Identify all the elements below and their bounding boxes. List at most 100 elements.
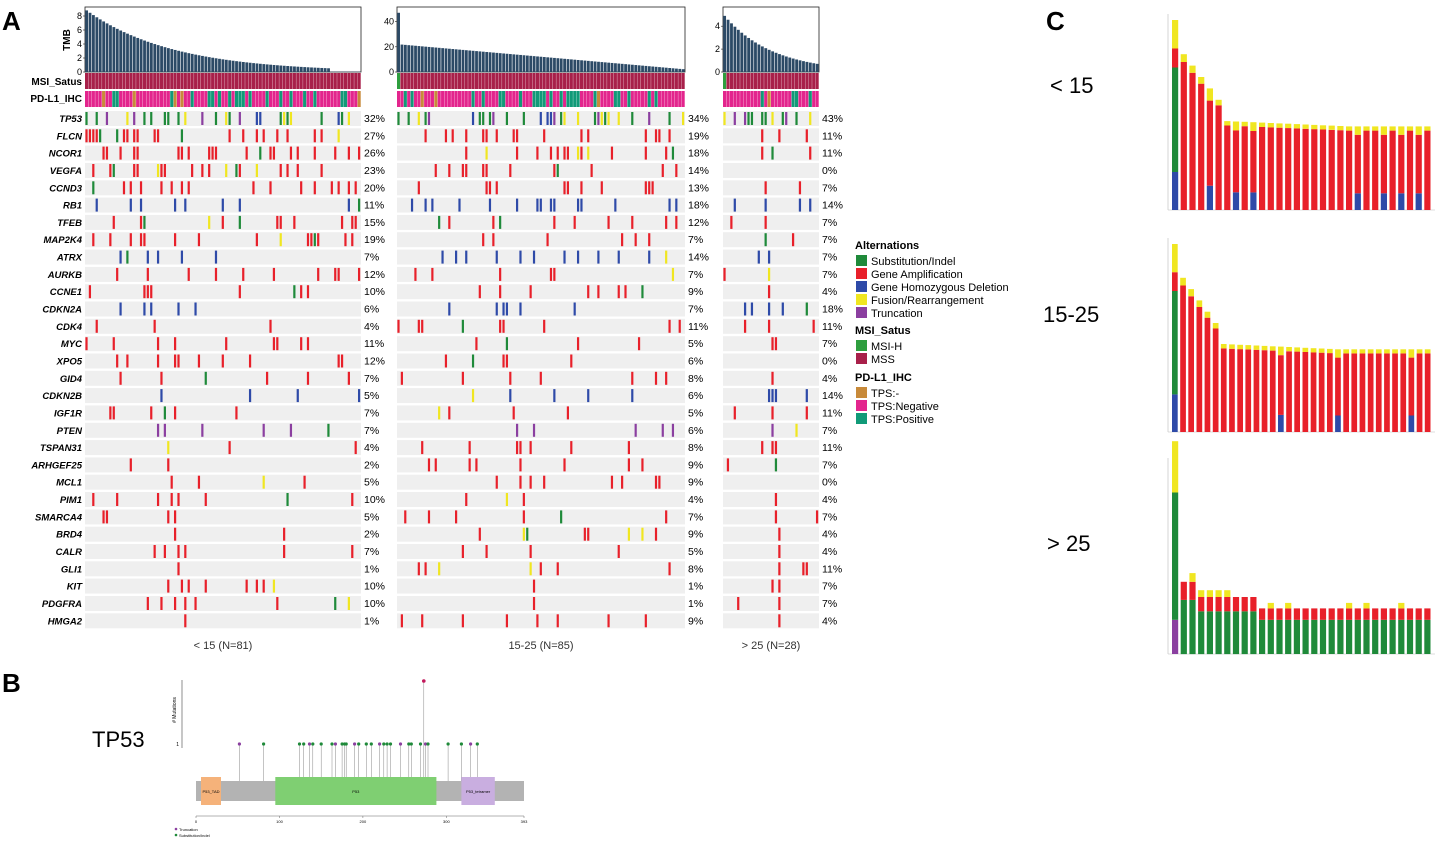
panel-c-bar-segment-amplification — [1363, 130, 1370, 210]
mutation-mark-deletion — [150, 302, 153, 316]
mutation-mark-deletion — [767, 302, 771, 316]
panel-c-group-label-3: > 25 — [1047, 531, 1090, 556]
mutation-mark-amplification — [529, 285, 532, 299]
alteration-percent: 11% — [822, 407, 842, 419]
alteration-percent: 1% — [688, 581, 703, 593]
tmb-bar — [812, 63, 816, 72]
alteration-percent: 23% — [364, 165, 385, 177]
panel-c-bar-segment-substitution — [1180, 599, 1187, 655]
lollipop-head-substitution — [409, 742, 413, 746]
tmb-bar — [105, 23, 109, 72]
mutation-mark-fusion — [272, 579, 276, 593]
panel-c-bar-segment-amplification — [1415, 134, 1422, 194]
alteration-percent: 11% — [364, 338, 384, 350]
panel-c-bar-segment-amplification — [1206, 597, 1213, 612]
tmb-axis-label: TMB — [62, 29, 73, 51]
mutation-mark-amplification — [197, 354, 201, 368]
tmb-bar — [231, 60, 235, 72]
msi-cell — [241, 73, 245, 89]
pdl1-cell — [647, 91, 651, 107]
mutation-mark-amplification — [421, 319, 424, 333]
alteration-percent: 2% — [364, 459, 379, 471]
panel-c-bar-segment-fusion — [1237, 344, 1243, 350]
msi-cell — [434, 73, 438, 89]
tmb-bar — [556, 58, 560, 72]
mutation-mark-amplification — [631, 215, 634, 229]
mutation-mark-amplification — [771, 579, 774, 593]
mutation-mark-deletion — [458, 198, 461, 212]
panel-c-bar-segment-amplification — [1224, 125, 1231, 210]
mutation-mark-amplification — [214, 146, 218, 160]
panel-c-bar-segment-fusion — [1212, 323, 1219, 329]
mutation-mark-amplification — [160, 181, 163, 195]
pdl1-cell — [187, 91, 191, 107]
legend-pdl1-swatch — [856, 387, 867, 398]
pdl1-cell — [200, 91, 204, 107]
tmb-bar — [610, 62, 614, 72]
tmb-bar — [471, 50, 475, 72]
tmb-y-tick: 0 — [77, 67, 82, 77]
tmb-bar — [723, 15, 727, 73]
mutation-mark-substitution — [488, 112, 492, 125]
msi-cell — [228, 73, 232, 89]
mutation-mark-amplification — [347, 146, 350, 160]
pdl1-cell — [410, 91, 414, 107]
tmb-bar — [798, 60, 802, 72]
gene-row-background — [723, 526, 819, 542]
tmb-bar — [434, 47, 438, 72]
panel-c-bar-segment-fusion — [1302, 124, 1309, 129]
mutation-mark-amplification — [668, 319, 671, 333]
mutation-mark-amplification — [146, 267, 149, 281]
mutation-mark-substitution — [204, 371, 207, 385]
pdl1-cell — [306, 91, 310, 107]
pdl1-cell — [337, 91, 341, 107]
mutation-mark-substitution — [313, 233, 316, 247]
pdl1-cell — [112, 91, 116, 107]
panel-c-bar-segment-fusion — [1189, 573, 1196, 582]
mutation-mark-substitution — [85, 112, 88, 125]
mutation-mark-amplification — [129, 181, 132, 195]
mutation-mark-amplification — [197, 475, 201, 489]
panel-c-bar-segment-amplification — [1189, 72, 1196, 210]
tmb-bar — [156, 45, 160, 72]
mutation-mark-amplification — [88, 129, 92, 143]
pdl1-cell — [282, 91, 286, 107]
legend-alteration-swatch — [856, 268, 867, 279]
tmb-bar — [153, 44, 157, 72]
mutation-mark-amplification — [522, 493, 525, 506]
pdl1-cell — [508, 91, 512, 107]
mutation-mark-substitution — [286, 112, 289, 125]
panel-c-bar-segment-deletion — [1232, 192, 1240, 210]
pdl1-cell — [481, 91, 485, 107]
tmb-bar — [248, 62, 252, 72]
mutation-mark-amplification — [627, 441, 630, 455]
msi-cell — [187, 73, 191, 89]
panel-c-bar-segment-substitution — [1424, 619, 1431, 654]
alteration-percent: 6% — [364, 304, 379, 316]
tmb-plot-frame — [722, 6, 820, 73]
gene-row-background — [723, 284, 819, 300]
mutation-mark-amplification — [499, 319, 502, 333]
mutation-mark-substitution — [461, 319, 464, 333]
panel-c-bar-segment-fusion — [1180, 54, 1187, 62]
mutation-mark-amplification — [276, 129, 279, 143]
alteration-percent: 0% — [822, 477, 837, 489]
panel-c-bar-segment-amplification — [1259, 608, 1266, 620]
mutation-mark-substitution — [99, 129, 102, 143]
tmb-bar — [600, 62, 604, 72]
msi-cell — [726, 73, 730, 89]
mutation-mark-amplification — [354, 181, 357, 195]
pdl1-cell — [549, 91, 553, 107]
pdl1-cell — [607, 91, 611, 107]
tmb-bar — [549, 57, 553, 72]
mutation-mark-substitution — [167, 112, 170, 125]
alteration-percent: 7% — [822, 425, 837, 437]
mutation-mark-amplification — [303, 475, 306, 489]
lollipop-y-label: # Mutations — [172, 697, 178, 723]
mutation-mark-substitution — [327, 423, 330, 437]
panel-c-bar-segment-substitution — [1276, 619, 1283, 654]
tmb-bar — [542, 57, 546, 72]
mutation-mark-deletion — [502, 302, 505, 316]
gene-label: HMGA2 — [48, 616, 83, 627]
